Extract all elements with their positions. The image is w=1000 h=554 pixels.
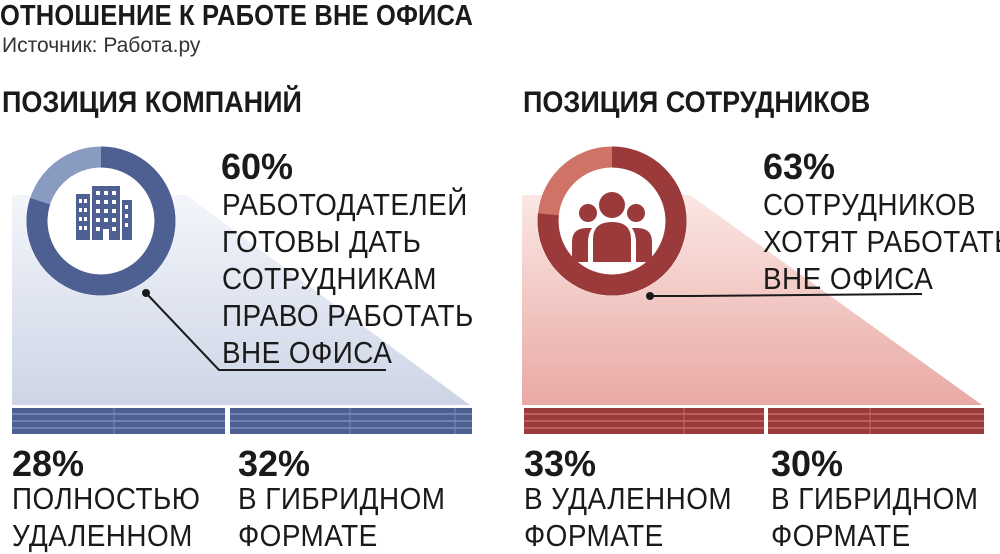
companies-hybrid-desc: В ГИБРИДНОМ ФОРМАТЕ (238, 480, 445, 554)
desc-line: В ГИБРИДНОМ (771, 481, 979, 516)
companies-bar-hybrid (230, 408, 472, 434)
companies-remote-pct: 28% (12, 443, 85, 484)
page-title: ОТНОШЕНИЕ К РАБОТЕ ВНЕ ОФИСА (0, 0, 474, 32)
building-icon (76, 186, 132, 240)
desc-line: СОТРУДНИКАМ (222, 261, 437, 296)
employees-hybrid-desc: В ГИБРИДНОМ ФОРМАТЕ (771, 480, 978, 554)
companies-main-desc: РАБОТОДАТЕЛЕЙ ГОТОВЫ ДАТЬ СОТРУДНИКАМ ПР… (222, 186, 474, 371)
employees-bar-remote (524, 408, 764, 434)
desc-line: В УДАЛЕННОМ (524, 481, 733, 516)
desc-line: СОТРУДНИКОВ (763, 187, 977, 222)
desc-line: ХОТЯТ РАБОТАТЬ (763, 224, 1000, 259)
source-note: Источник: Работа.ру (2, 34, 201, 57)
employees-main-pct: 63% (763, 146, 836, 187)
desc-line: ВНЕ ОФИСА (222, 335, 393, 370)
employees-remote-desc: В УДАЛЕННОМ ФОРМАТЕ (524, 480, 732, 554)
employees-remote-pct: 33% (524, 443, 597, 484)
desc-line: ФОРМАТЕ (771, 518, 911, 553)
employees-bar-hybrid (768, 408, 984, 434)
companies-hybrid-pct: 32% (238, 443, 311, 484)
employees-hybrid-pct: 30% (771, 443, 844, 484)
desc-line: ГОТОВЫ ДАТЬ (222, 224, 422, 259)
companies-remote-desc: ПОЛНОСТЬЮ УДАЛЕННОМ (12, 480, 200, 554)
desc-line: ВНЕ ОФИСА (763, 261, 934, 296)
companies-main-pct: 60% (221, 146, 294, 187)
companies-pointer (145, 292, 386, 371)
companies-pointer-dot (142, 289, 150, 297)
desc-line: ПРАВО РАБОТАТЬ (222, 298, 474, 333)
desc-line: УДАЛЕННОМ (12, 518, 193, 553)
companies-donut (26, 146, 176, 296)
employees-donut (537, 146, 687, 296)
companies-bar-remote (12, 408, 225, 434)
desc-line: В ГИБРИДНОМ (238, 481, 446, 516)
desc-line: ФОРМАТЕ (238, 518, 378, 553)
desc-line: ПОЛНОСТЬЮ (12, 481, 201, 516)
desc-line: РАБОТОДАТЕЛЕЙ (222, 187, 468, 222)
employees-pointer-dot (646, 292, 654, 300)
people-icon (572, 192, 652, 262)
companies-heading: ПОЗИЦИЯ КОМПАНИЙ (2, 86, 302, 119)
employees-main-desc: СОТРУДНИКОВ ХОТЯТ РАБОТАТЬ ВНЕ ОФИСА (763, 186, 1000, 297)
employees-heading: ПОЗИЦИЯ СОТРУДНИКОВ (523, 86, 871, 119)
desc-line: ФОРМАТЕ (524, 518, 664, 553)
employees-pointer (650, 293, 923, 297)
